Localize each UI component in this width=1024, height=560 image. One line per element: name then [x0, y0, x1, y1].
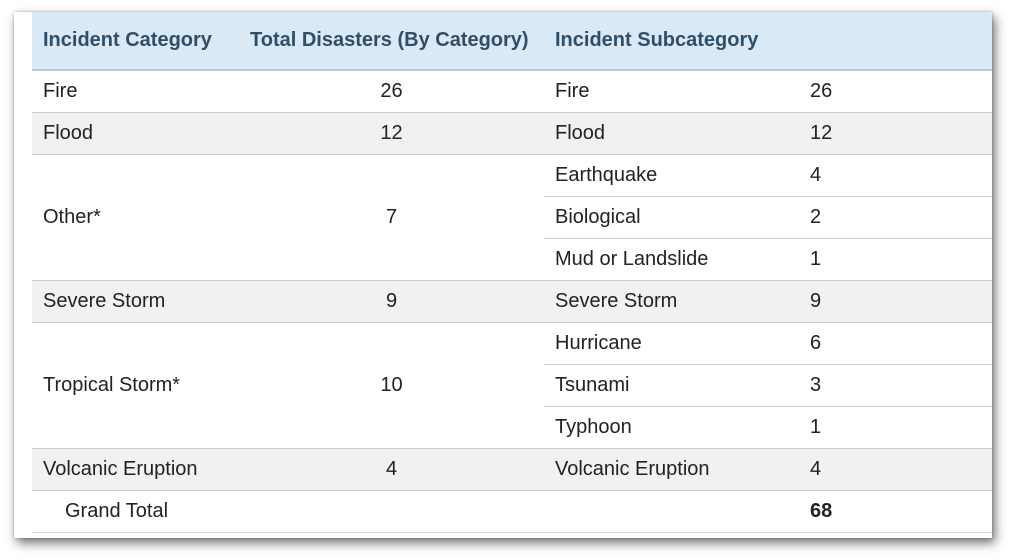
- subcategory-count-cell: 1: [802, 238, 992, 281]
- category-total-cell: 7: [239, 154, 544, 281]
- table-row: Biological 2: [32, 196, 992, 239]
- subcategory-count-cell: 6: [802, 322, 992, 365]
- subcategory-cell: Tsunami: [544, 364, 802, 407]
- subcategory-count-cell: 12: [802, 112, 992, 155]
- subcategory-cell: Hurricane: [544, 322, 802, 365]
- subcategory-count-cell: 9: [802, 280, 992, 323]
- category-total-cell: 10: [239, 322, 544, 449]
- table-row: Severe Storm 9 Severe Storm 9: [32, 280, 992, 323]
- subcategory-cell: Flood: [544, 112, 802, 155]
- subcategory-cell: Biological: [544, 196, 802, 239]
- header-incident-subcategory: Incident Subcategory: [544, 12, 802, 71]
- table-row: Tsunami 3: [32, 364, 992, 407]
- header-row: Incident Category Total Disasters (By Ca…: [32, 12, 992, 71]
- category-total-cell: 12: [239, 112, 544, 155]
- table-frame: Incident Category Total Disasters (By Ca…: [14, 12, 992, 538]
- table-row: Tropical Storm* 10 Hurricane 6: [32, 322, 992, 449]
- category-cell: Other*: [32, 154, 239, 281]
- subcategory-count-cell: 2: [802, 196, 992, 239]
- subcategory-count-cell: 1: [802, 406, 992, 449]
- grand-total-empty-cell: [544, 490, 802, 533]
- header-count: [802, 12, 992, 71]
- table-row: Volcanic Eruption 4 Volcanic Eruption 4: [32, 448, 992, 491]
- subcategory-count-cell: 3: [802, 364, 992, 407]
- header-total-disasters: Total Disasters (By Category): [239, 12, 544, 71]
- table-row: Other* 7 Earthquake 4: [32, 154, 992, 281]
- subcategory-count-cell: 26: [802, 70, 992, 113]
- table-row: Flood 12 Flood 12: [32, 112, 992, 155]
- category-cell: Flood: [32, 112, 239, 155]
- grand-total-empty-cell: [239, 490, 544, 533]
- subcategory-cell: Typhoon: [544, 406, 802, 449]
- subcategory-cell: Volcanic Eruption: [544, 448, 802, 491]
- category-cell: Severe Storm: [32, 280, 239, 323]
- category-cell: Volcanic Eruption: [32, 448, 239, 491]
- category-cell: Fire: [32, 70, 239, 113]
- subcategory-count-cell: 4: [802, 154, 992, 197]
- subcategory-cell: Severe Storm: [544, 280, 802, 323]
- category-cell: Tropical Storm*: [32, 322, 239, 449]
- category-total-cell: 26: [239, 70, 544, 113]
- subcategory-count-cell: 4: [802, 448, 992, 491]
- incident-table: Incident Category Total Disasters (By Ca…: [32, 12, 992, 533]
- table-row: Typhoon 1: [32, 406, 992, 449]
- table-row: Mud or Landslide 1: [32, 238, 992, 281]
- grand-total-row: Grand Total 68: [32, 490, 992, 533]
- subcategory-cell: Earthquake: [544, 154, 802, 197]
- subcategory-cell: Mud or Landslide: [544, 238, 802, 281]
- category-total-cell: 4: [239, 448, 544, 491]
- grand-total-value: 68: [802, 490, 992, 533]
- grand-total-label: Grand Total: [32, 490, 239, 533]
- category-total-cell: 9: [239, 280, 544, 323]
- header-incident-category: Incident Category: [32, 12, 239, 71]
- table-row: Fire 26 Fire 26: [32, 70, 992, 113]
- subcategory-cell: Fire: [544, 70, 802, 113]
